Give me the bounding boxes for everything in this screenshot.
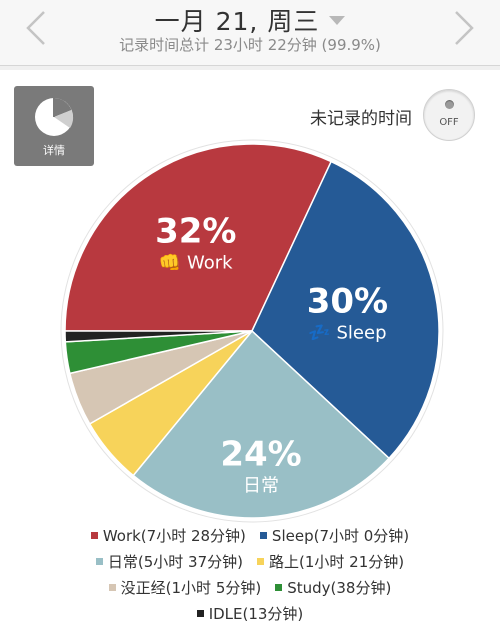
legend-swatch [196, 609, 204, 617]
date-header: 一月 21, 周三 记录时间总计 23小时 22分钟 (99.9%) [0, 0, 500, 66]
legend-label: Work(7小时 28分钟) [102, 526, 246, 545]
pie-slice-6[interactable] [64, 330, 253, 343]
pie-chart-icon [35, 98, 74, 136]
legend-item-commute: 路上(1小时 21分钟) [257, 551, 404, 572]
chart-legend: Work(7小时 28分钟) Sleep(7小时 0分钟) 日常(5小时 37分… [0, 522, 500, 626]
legend-label: Sleep(7小时 0分钟) [271, 526, 410, 545]
legend-item-sleep: Sleep(7小时 0分钟) [259, 525, 410, 546]
slice-name-label: 💤 Sleep [308, 322, 386, 343]
recorded-total: 记录时间总计 23小时 22分钟 (99.9%) [119, 36, 381, 54]
legend-swatch [257, 557, 264, 565]
legend-row: 日常(5小时 37分钟) 路上(1小时 21分钟) [0, 548, 500, 574]
legend-label: IDLE(13分钟) [208, 604, 304, 623]
legend-item-slack: 没正经(1小时 5分钟) [108, 577, 262, 598]
legend-swatch [90, 531, 98, 539]
slice-name-label: 👊 Work [159, 253, 233, 274]
caret-down-icon [329, 15, 346, 25]
date-selector[interactable]: 一月 21, 周三 [0, 2, 500, 38]
slice-percent-label: 30% [307, 281, 388, 321]
unrecorded-time-label: 未记录的时间 [310, 109, 412, 129]
legend-swatch [275, 583, 283, 591]
legend-swatch [95, 557, 103, 565]
legend-swatch [259, 531, 267, 539]
legend-row: 没正经(1小时 5分钟) Study(38分钟) [0, 574, 500, 600]
next-day-button[interactable] [442, 10, 482, 46]
legend-row: Work(7小时 28分钟) Sleep(7小时 0分钟) [0, 522, 500, 548]
detail-button[interactable]: 详情 [14, 86, 94, 166]
legend-item-work: Work(7小时 28分钟) [90, 525, 246, 546]
legend-label: 没正经(1小时 5分钟) [120, 578, 262, 597]
date-title: 一月 21, 周三 [154, 7, 320, 36]
slice-percent-label: 32% [155, 212, 236, 252]
slice-percent-label: 24% [220, 434, 301, 474]
chevron-right-icon [455, 11, 474, 45]
unrecorded-time-toggle[interactable]: OFF [423, 89, 475, 141]
legend-item-daily: 日常(5小时 37分钟) [95, 551, 243, 572]
previous-day-button[interactable] [18, 10, 58, 46]
legend-label: 路上(1小时 21分钟) [269, 552, 405, 571]
legend-swatch [108, 583, 116, 591]
detail-label: 详情 [43, 144, 65, 157]
legend-label: 日常(5小时 37分钟) [107, 552, 243, 571]
toggle-indicator [445, 100, 454, 109]
legend-row: IDLE(13分钟) [0, 600, 500, 626]
pie-slice-2[interactable] [132, 329, 391, 519]
legend-label: Study(38分钟) [287, 578, 392, 597]
slice-name-label: 日常 [243, 475, 279, 496]
legend-item-idle: IDLE(13分钟) [196, 603, 304, 624]
toggle-state-label: OFF [439, 117, 459, 128]
legend-item-study: Study(38分钟) [275, 577, 391, 598]
pie-slice-1[interactable] [251, 160, 440, 460]
pie-slice-0[interactable] [64, 143, 333, 332]
chevron-left-icon [26, 11, 45, 45]
